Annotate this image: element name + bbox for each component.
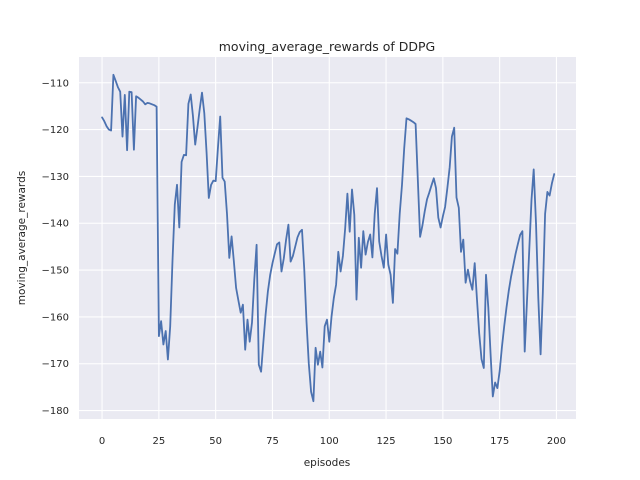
data-series: [101, 73, 556, 403]
x-tick-label: 100: [320, 436, 339, 447]
x-tick-labels: 0 25 50 75 100 125 150 175 200: [99, 436, 566, 447]
y-tick-label: −160: [42, 312, 69, 323]
x-tick-label: 25: [152, 436, 165, 447]
y-tick-label: −170: [42, 359, 69, 370]
x-tick-label: 50: [209, 436, 222, 447]
x-axis-label: episodes: [304, 457, 351, 469]
x-tick-label: 200: [547, 436, 566, 447]
y-tick-labels: −180 −170 −160 −150 −140 −130 −120 −110: [42, 78, 69, 417]
x-tick-label: 75: [266, 436, 279, 447]
x-tick-label: 125: [377, 436, 396, 447]
x-tick-label: 175: [490, 436, 509, 447]
plot-area: [79, 57, 576, 419]
y-tick-label: −180: [42, 406, 69, 417]
chart-title: moving_average_rewards of DDPG: [219, 39, 436, 54]
y-tick-label: −150: [42, 266, 69, 277]
y-tick-label: −140: [42, 219, 69, 230]
x-tick-label: 0: [99, 436, 105, 447]
y-tick-label: −120: [42, 125, 69, 136]
x-tick-label: 150: [433, 436, 452, 447]
y-tick-label: −130: [42, 172, 69, 183]
y-tick-label: −110: [42, 78, 69, 89]
reward-line: [101, 73, 556, 403]
y-axis-label: moving_average_rewards: [16, 171, 28, 305]
